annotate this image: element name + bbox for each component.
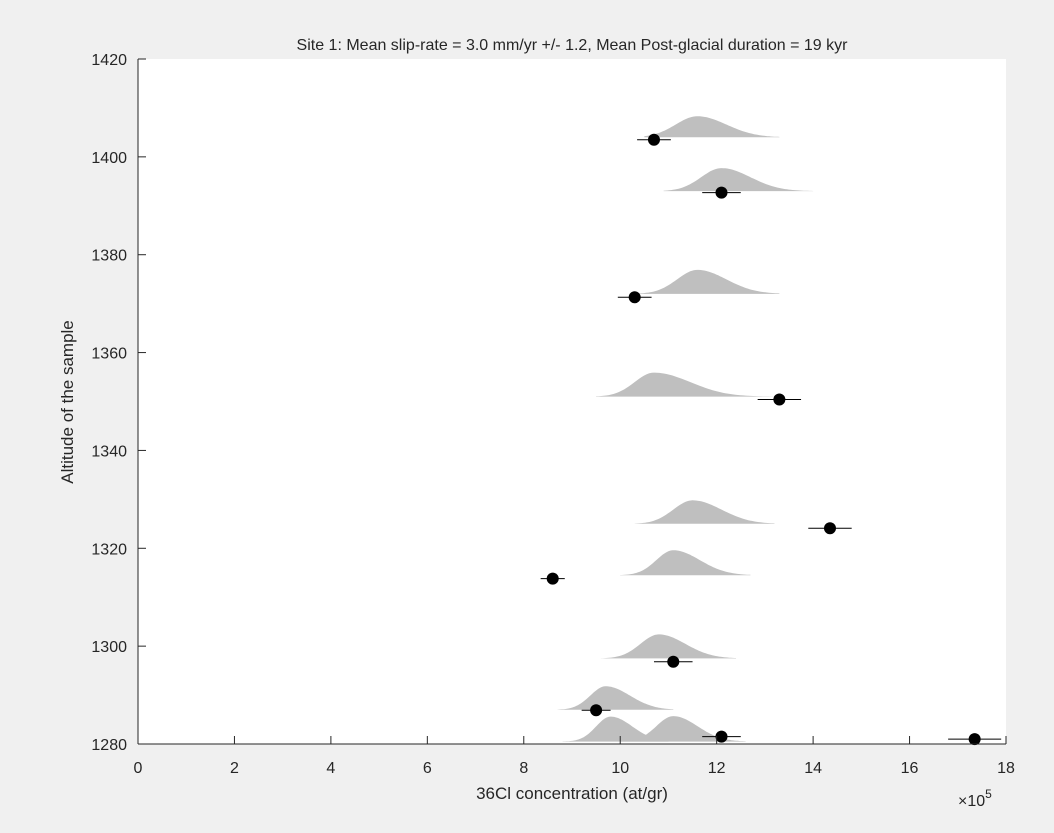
x-exponent-label: ×105 [958, 787, 992, 810]
y-tick-label: 1420 [91, 52, 127, 69]
data-point [590, 704, 603, 717]
x-tick-label: 12 [708, 760, 726, 777]
x-axis-label: 36Cl concentration (at/gr) [476, 784, 668, 803]
density-shape [663, 168, 814, 192]
y-tick-label: 1380 [91, 248, 127, 265]
x-tick-label: 6 [423, 760, 432, 777]
x-exponent-power: 5 [985, 787, 992, 801]
density-shape [620, 550, 751, 576]
x-tick-label: 16 [901, 760, 919, 777]
density-shape [557, 686, 674, 710]
data-point [773, 393, 786, 406]
x-tick-layer: 0 2 4 6 8 10 12 14 16 18 [134, 736, 1015, 777]
marker-layer [540, 133, 1002, 746]
data-point [715, 730, 728, 743]
density-shape [596, 372, 799, 397]
x-tick-label: 0 [134, 760, 143, 777]
x-tick-label: 8 [519, 760, 528, 777]
data-point [546, 572, 559, 585]
data-point [667, 655, 680, 668]
density-shape [634, 500, 775, 524]
axes-background [138, 59, 1006, 744]
y-tick-label: 1320 [91, 541, 127, 558]
y-tick-label: 1280 [91, 737, 127, 754]
density-shape [639, 269, 780, 294]
density-shape [600, 634, 736, 659]
density-shape [644, 116, 780, 138]
data-point [628, 291, 641, 304]
data-point [715, 186, 728, 199]
chart-title: Site 1: Mean slip-rate = 3.0 mm/yr +/- 1… [297, 37, 849, 54]
data-point [823, 522, 836, 535]
x-tick-label: 18 [997, 760, 1015, 777]
y-axis-label: Altitude of the sample [58, 320, 77, 483]
density-shape [562, 716, 669, 742]
y-tick-layer: 1280 1300 1320 1340 1360 1380 1400 1420 [91, 52, 146, 754]
x-tick-label: 2 [230, 760, 239, 777]
y-tick-label: 1340 [91, 443, 127, 460]
y-tick-label: 1360 [91, 346, 127, 363]
x-exponent-base: ×10 [958, 793, 985, 810]
distribution-layer [557, 116, 814, 742]
data-point [968, 733, 981, 746]
y-tick-label: 1400 [91, 150, 127, 167]
y-tick-label: 1300 [91, 639, 127, 656]
x-tick-label: 14 [804, 760, 822, 777]
axes-layer [137, 59, 1006, 745]
x-tick-label: 4 [326, 760, 335, 777]
data-point [647, 133, 660, 146]
x-tick-label: 10 [611, 760, 629, 777]
density-shape [620, 716, 746, 742]
